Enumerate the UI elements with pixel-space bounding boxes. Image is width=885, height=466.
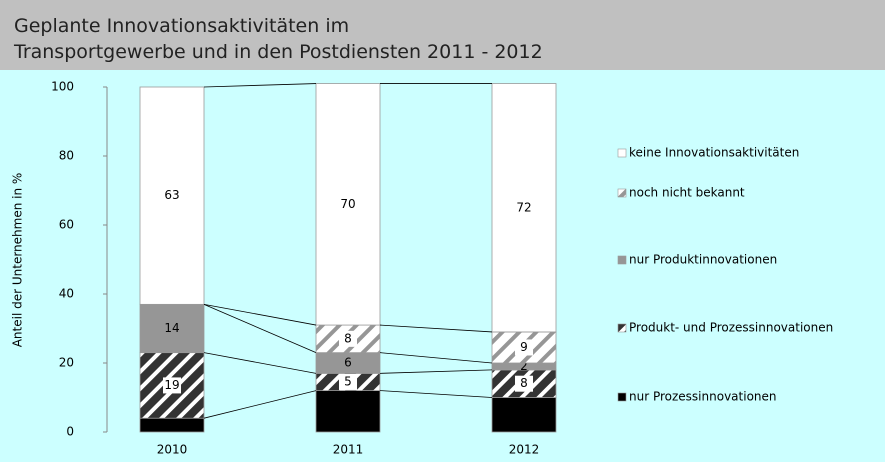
- series-line: [203, 390, 317, 419]
- chart-title: Transportgewerbe und in den Postdiensten…: [13, 41, 543, 63]
- y-tick-label: 0: [66, 425, 74, 439]
- bar-segment: [139, 86, 205, 305]
- bar-segment: [139, 303, 205, 354]
- y-tick-label: 20: [59, 356, 74, 370]
- series-line: [203, 303, 317, 354]
- data-label: 8: [344, 331, 352, 345]
- x-tick-label: 2011: [333, 443, 364, 457]
- legend-label: keine Innovationsaktivitäten: [629, 146, 799, 160]
- data-label: 10: [516, 407, 531, 421]
- y-tick-label: 40: [59, 287, 74, 301]
- bar-segment: [315, 390, 381, 433]
- series-line: [379, 390, 493, 398]
- data-label: 12: [340, 404, 355, 418]
- label-box: [515, 375, 533, 392]
- legend-label: Produkt- und Prozessinnovationen: [629, 321, 833, 335]
- data-label: 19: [164, 378, 179, 392]
- series-line: [203, 352, 317, 374]
- bar-segment: [491, 397, 557, 433]
- legend-swatch: [617, 148, 627, 158]
- data-label: 6: [344, 356, 352, 370]
- label-box: [339, 330, 357, 347]
- y-tick-label: 100: [51, 80, 74, 94]
- chart-title: Geplante Innovationsaktivitäten im: [14, 15, 349, 37]
- legend-swatch: [617, 323, 627, 333]
- label-box: [515, 339, 533, 356]
- data-label: 72: [516, 200, 531, 214]
- data-label: 4: [168, 418, 176, 432]
- legend-swatch: [617, 188, 627, 198]
- series-line: [379, 352, 493, 364]
- legend-label: nur Prozessinnovationen: [629, 390, 777, 404]
- label-box: [163, 377, 181, 394]
- data-label: 2: [520, 359, 528, 373]
- legend-swatch: [617, 392, 627, 402]
- data-label: 9: [520, 340, 528, 354]
- bar-segment: [491, 83, 557, 333]
- x-tick-label: 2012: [509, 443, 540, 457]
- y-axis-label: Anteil der Unternehmen in %: [11, 173, 25, 348]
- series-line: [379, 324, 493, 333]
- series-line: [203, 303, 317, 326]
- data-label: 5: [344, 374, 352, 388]
- data-label: 70: [340, 197, 355, 211]
- data-label: 14: [164, 321, 179, 335]
- series-line: [379, 369, 493, 374]
- legend-label: noch nicht bekannt: [629, 186, 745, 200]
- data-label: 8: [520, 376, 528, 390]
- legend-label: nur Produktinnovationen: [629, 253, 777, 267]
- legend-swatch: [617, 255, 627, 265]
- x-tick-label: 2010: [157, 443, 188, 457]
- series-line: [203, 83, 317, 88]
- y-tick-label: 80: [59, 149, 74, 163]
- y-tick-label: 60: [59, 218, 74, 232]
- data-label: 63: [164, 188, 179, 202]
- bar-segment: [315, 324, 381, 354]
- title-band: [0, 0, 885, 70]
- label-box: [339, 373, 357, 390]
- bar-segment: [315, 83, 381, 326]
